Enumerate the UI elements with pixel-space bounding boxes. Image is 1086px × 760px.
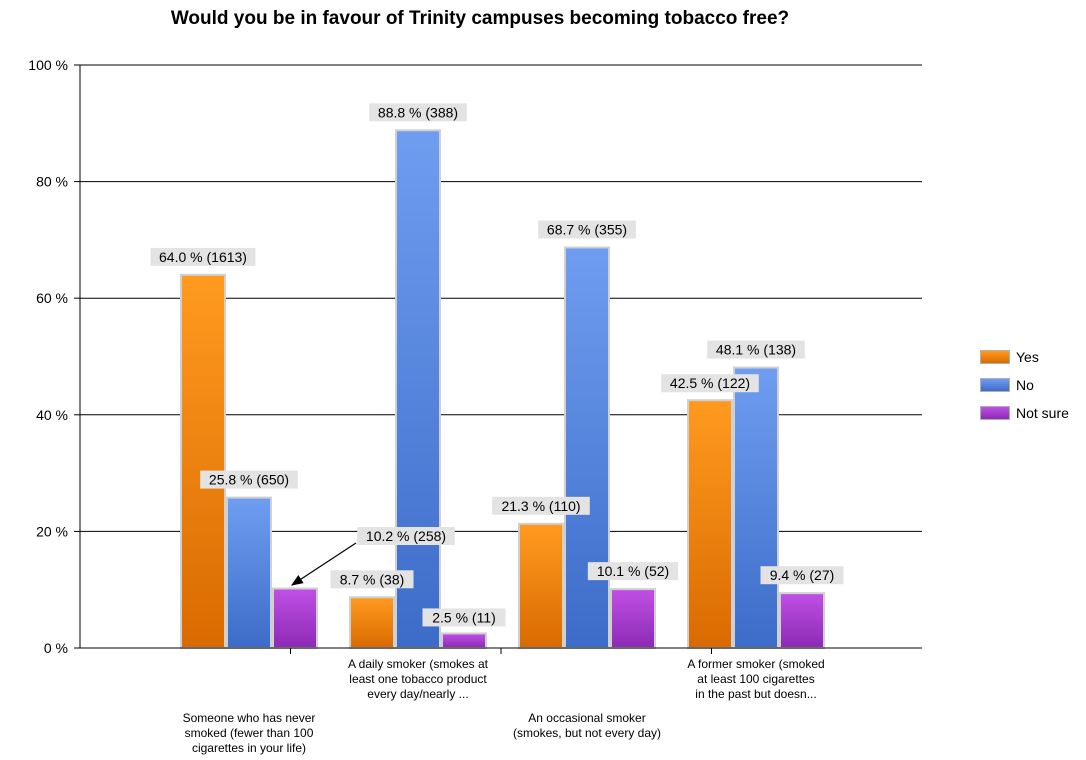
x-tick-label: Someone who has never [183, 711, 316, 725]
data-label-bg [357, 527, 455, 545]
data-label: 8.7 % (38) [340, 571, 405, 587]
data-label-group: 2.5 % (11) [422, 608, 506, 627]
y-tick-label: 0 % [44, 640, 68, 656]
data-label-bg [369, 103, 467, 122]
legend-swatch-not-sure [980, 406, 1010, 420]
x-tick-label: least one tobacco product [349, 672, 487, 686]
bar-yes [518, 522, 564, 649]
data-label-group: 21.3 % (110) [492, 496, 590, 515]
data-label-bg [538, 220, 636, 239]
legend-swatch-yes [980, 350, 1010, 364]
x-tick-label: in the past but doesn... [695, 687, 816, 701]
data-label-group: 48.1 % (138) [707, 340, 805, 359]
grid-layer [80, 64, 922, 532]
data-label: 48.1 % (138) [716, 342, 796, 358]
legend-label-no: No [1016, 377, 1034, 393]
y-tick-label: 40 % [36, 407, 68, 423]
bar-not-sure [610, 588, 656, 650]
bar-no [733, 366, 779, 649]
bar-no [564, 246, 610, 649]
legend-item-yes: Yes [980, 343, 1069, 371]
data-label-group: 25.8 % (650) [200, 470, 298, 489]
bar-yes [180, 273, 226, 649]
data-label-group: 10.2 % (258) [357, 527, 455, 545]
data-label-group: 42.5 % (122) [661, 374, 759, 393]
data-label: 21.3 % (110) [501, 498, 580, 514]
chart-title: Would you be in favour of Trinity campus… [170, 8, 790, 29]
data-label-group: 88.8 % (388) [369, 103, 467, 122]
data-label-bg [587, 562, 679, 581]
x-tick-label: cigarettes in your life) [192, 741, 306, 755]
bar-yes [687, 399, 733, 649]
bar-not-sure [272, 587, 318, 649]
x-tick-label: A daily smoker (smokes at [348, 657, 489, 671]
data-label: 25.8 % (650) [209, 472, 289, 488]
legend-item-not-sure: Not sure [980, 399, 1069, 427]
bar-yes [349, 596, 395, 649]
legend: Yes No Not sure [980, 343, 1069, 427]
bar-not-sure [779, 592, 825, 649]
x-tick-label: smoked (fewer than 100 [185, 726, 314, 740]
data-label-group: 9.4 % (27) [760, 566, 844, 585]
data-label: 68.7 % (355) [547, 221, 627, 237]
x-tick-label: at least 100 cigarettes [697, 672, 814, 686]
y-tick-label: 60 % [36, 290, 68, 306]
x-tick-label: A former smoker (smoked [687, 657, 824, 671]
y-tick-label: 80 % [36, 174, 68, 190]
data-label: 88.8 % (388) [378, 104, 458, 120]
bar-no [395, 129, 441, 649]
x-tick-label: (smokes, but not every day) [513, 726, 661, 740]
y-tick-label: 20 % [36, 523, 68, 539]
data-label-bg [422, 608, 506, 627]
bar-no [226, 496, 272, 649]
data-label: 10.2 % (258) [366, 528, 446, 544]
data-label-bg [707, 340, 805, 359]
data-label-bg [760, 566, 844, 585]
legend-swatch-no [980, 378, 1010, 392]
data-label-group: 64.0 % (1613) [150, 247, 256, 266]
data-label: 10.1 % (52) [597, 563, 669, 579]
x-tick-label: every day/nearly ... [367, 687, 468, 701]
legend-item-no: No [980, 371, 1069, 399]
legend-label-yes: Yes [1016, 349, 1039, 365]
data-label-bg [492, 496, 590, 515]
bars-layer [180, 129, 825, 650]
data-label: 42.5 % (122) [670, 375, 750, 391]
data-label-group: 10.1 % (52) [587, 562, 679, 581]
y-tick-label: 100 % [28, 57, 68, 73]
data-label-bg [150, 247, 256, 266]
data-label: 9.4 % (27) [770, 567, 835, 583]
x-tick-label: An occasional smoker [528, 711, 645, 725]
data-label-bg [200, 470, 298, 489]
bar-not-sure [441, 632, 487, 649]
data-label-group: 68.7 % (355) [538, 220, 636, 239]
data-label-bg [330, 570, 414, 589]
data-label: 2.5 % (11) [432, 609, 496, 625]
axis-layer: 0 % 20 % 40 % 60 % 80 % 100 % Someone who has … [28, 57, 922, 755]
data-label-group: 8.7 % (38) [330, 570, 414, 589]
data-label: 64.0 % (1613) [159, 249, 247, 265]
data-label-bg [661, 374, 759, 393]
labels-layer: 64.0 % (1613) 8.7 % (38) 21.3 % (110) 42.5 … [150, 103, 844, 627]
annotation-arrow [290, 542, 357, 586]
legend-label-not-sure: Not sure [1016, 405, 1069, 421]
